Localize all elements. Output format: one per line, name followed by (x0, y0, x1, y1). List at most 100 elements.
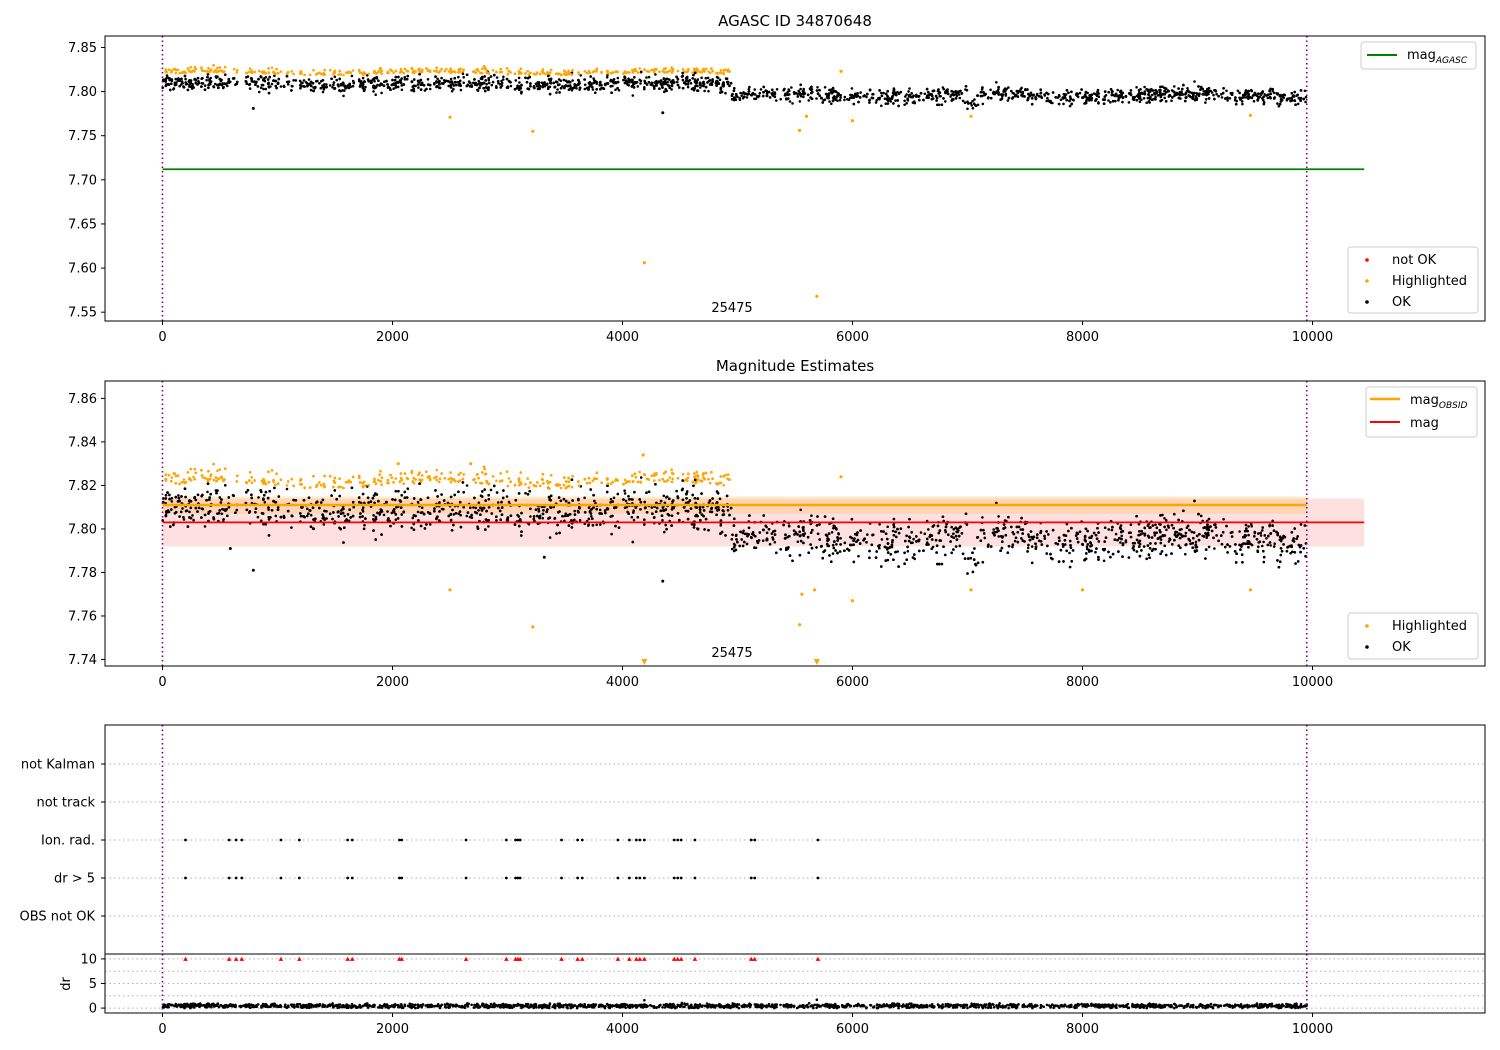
ok-point (897, 92, 901, 95)
ok-point (753, 97, 756, 101)
highlighted-point (653, 70, 656, 74)
ok-point (694, 81, 698, 85)
panel1-line-legend[interactable]: magAGASC (1360, 41, 1477, 70)
ok-point (267, 85, 271, 88)
ok-point (897, 104, 900, 108)
highlighted-point (643, 68, 646, 71)
highlighted-point (272, 71, 275, 74)
panel1-point-legend[interactable]: not OK Highlighted OK (1347, 246, 1479, 314)
ok-point (205, 78, 208, 82)
ok-point (1256, 98, 1259, 102)
panel2-data-points (161, 453, 1308, 665)
ok-point (244, 80, 248, 83)
ok-point (1011, 97, 1014, 100)
ok-point (1187, 94, 1190, 97)
ok-point (1137, 88, 1141, 92)
ok-point (735, 92, 738, 96)
ok-point (1199, 85, 1203, 89)
ok-point (806, 93, 810, 97)
ok-point (226, 84, 229, 88)
ok-point (335, 78, 339, 82)
ok-point (1143, 92, 1147, 96)
highlighted-point (636, 71, 640, 74)
ok-point (1026, 546, 1030, 550)
ok-point (691, 87, 695, 90)
ok-point (1238, 91, 1241, 95)
highlighted-point (449, 71, 453, 74)
ok-point (703, 89, 706, 93)
highlighted-point (342, 73, 345, 77)
highlighted-point (462, 68, 466, 71)
ok-point (1001, 93, 1005, 96)
ok-point (453, 81, 457, 84)
ok-point (425, 87, 428, 91)
ok-point (944, 91, 947, 94)
ok-point (306, 82, 309, 85)
highlighted-point (491, 69, 495, 72)
ok-point (802, 95, 805, 99)
ok-point (1090, 93, 1094, 96)
ok-point (250, 80, 254, 83)
ok-point (218, 77, 222, 81)
ok-point (643, 87, 646, 91)
ok-point (868, 101, 871, 104)
ok-point (761, 94, 765, 98)
ok-point (823, 86, 827, 89)
ok-point (541, 85, 544, 89)
highlighted-point (214, 69, 218, 73)
ok-point (1240, 100, 1244, 103)
highlighted-point (218, 66, 222, 69)
ok-point (314, 85, 317, 89)
ok-point (549, 81, 553, 85)
highlighted-point (245, 71, 249, 75)
ok-point (196, 83, 199, 86)
highlighted-point (526, 477, 529, 480)
highlighted-point (474, 71, 478, 75)
ok-point (1135, 86, 1138, 89)
highlighted-outlier (969, 114, 973, 118)
highlighted-point (459, 67, 462, 71)
ok-point (576, 83, 580, 86)
ok-point (748, 85, 751, 89)
highlighted-point (319, 72, 323, 76)
ok-point (1007, 96, 1011, 100)
highlighted-point (328, 68, 332, 72)
ok-point (1078, 91, 1082, 95)
ok-point (1236, 89, 1240, 93)
ok-point (328, 84, 332, 87)
ok-point (393, 83, 396, 86)
highlighted-point (438, 69, 442, 73)
highlighted-point (445, 67, 448, 71)
ok-point (177, 494, 180, 497)
ok-point (946, 88, 949, 91)
ok-point (831, 99, 835, 103)
ok-point (235, 82, 239, 86)
ok-point (259, 86, 263, 90)
ok-point (1019, 90, 1023, 94)
ok-point (345, 86, 348, 89)
ok-point (616, 76, 620, 80)
ok-point (963, 101, 967, 104)
highlighted-point (433, 69, 436, 73)
ok-point (874, 101, 878, 104)
ok-point (1194, 96, 1198, 99)
ok-point (562, 78, 566, 82)
ok-point (382, 513, 386, 517)
ok-point (850, 94, 854, 97)
ok-point (1143, 85, 1146, 89)
y-tick-label-7.85: 7.85 (68, 41, 97, 56)
ok-point (266, 78, 270, 81)
highlighted-point (668, 69, 671, 72)
ok-point (661, 86, 664, 89)
ok-point (438, 83, 441, 86)
highlighted-point (339, 73, 343, 76)
ok-point (687, 79, 690, 83)
ok-point (364, 85, 367, 89)
ok-point (934, 94, 938, 98)
ok-point (428, 83, 432, 87)
ok-point (807, 99, 810, 102)
ok-point (750, 93, 753, 97)
ok-point (410, 89, 413, 92)
highlighted-point (263, 71, 267, 75)
ok-point (969, 101, 973, 105)
